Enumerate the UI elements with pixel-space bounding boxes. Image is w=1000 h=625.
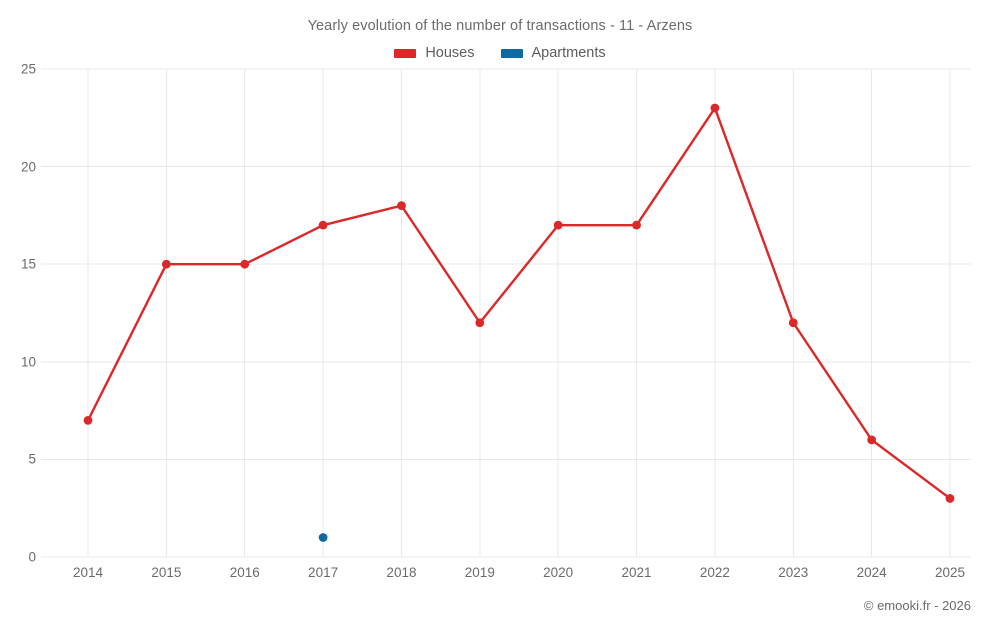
x-axis-tick-label: 2018 [386, 565, 417, 580]
chart-legend: Houses Apartments [0, 45, 1000, 61]
x-axis-tick-labels: 2014 2015 2016 2017 2018 2019 2020 2021 2022 2023… [41, 565, 971, 589]
chart-plot-svg [41, 68, 971, 558]
x-axis-tick-label: 2022 [699, 565, 730, 580]
legend-item-houses[interactable]: Houses [394, 45, 475, 61]
data-point-houses[interactable] [83, 415, 93, 425]
x-axis-tick-label: 2017 [308, 565, 339, 580]
x-axis-tick-label: 2019 [464, 565, 495, 580]
x-axis-tick-label: 2021 [621, 565, 652, 580]
plot-area [41, 68, 971, 558]
data-point-houses[interactable] [710, 103, 720, 113]
data-point-houses[interactable] [945, 494, 955, 503]
y-axis-tick-label: 5 [28, 451, 36, 467]
series-line-houses [86, 106, 952, 500]
x-axis-tick-label: 2015 [151, 565, 182, 580]
data-point-houses[interactable] [788, 318, 798, 328]
legend-label-apartments: Apartments [531, 45, 606, 61]
x-axis-tick-label: 2023 [778, 565, 809, 580]
x-axis-tick-label: 2014 [72, 565, 104, 580]
data-point-houses[interactable] [867, 435, 877, 445]
chart-title: Yearly evolution of the number of transa… [307, 18, 693, 34]
x-axis-tick-label: 2025 [934, 565, 966, 580]
data-point-houses[interactable] [475, 318, 485, 328]
data-point-houses[interactable] [632, 220, 641, 230]
data-point-apartments[interactable] [318, 533, 328, 542]
chart-footer-credit: © emooki.fr - 2026 [863, 598, 971, 613]
y-axis-tick-labels: 0 5 10 15 20 25 [0, 62, 36, 565]
legend-swatch-houses [394, 48, 417, 58]
y-axis-tick-label: 20 [20, 159, 36, 175]
x-axis-tick-label: 2020 [543, 565, 574, 580]
y-axis-tick-label: 25 [20, 61, 36, 77]
legend-swatch-apartments [500, 48, 523, 58]
data-point-houses[interactable] [318, 220, 328, 230]
y-axis-tick-label: 10 [20, 354, 36, 370]
data-point-houses[interactable] [397, 201, 406, 211]
legend-label-houses: Houses [425, 45, 475, 61]
data-point-houses[interactable] [240, 259, 250, 269]
y-axis-tick-label: 0 [28, 549, 36, 565]
data-point-houses[interactable] [553, 220, 563, 230]
legend-item-apartments[interactable]: Apartments [500, 45, 606, 61]
x-axis-tick-label: 2016 [229, 565, 260, 580]
y-axis-tick-label: 15 [20, 256, 36, 272]
x-axis-tick-label: 2024 [856, 565, 887, 580]
data-point-houses[interactable] [161, 259, 171, 269]
